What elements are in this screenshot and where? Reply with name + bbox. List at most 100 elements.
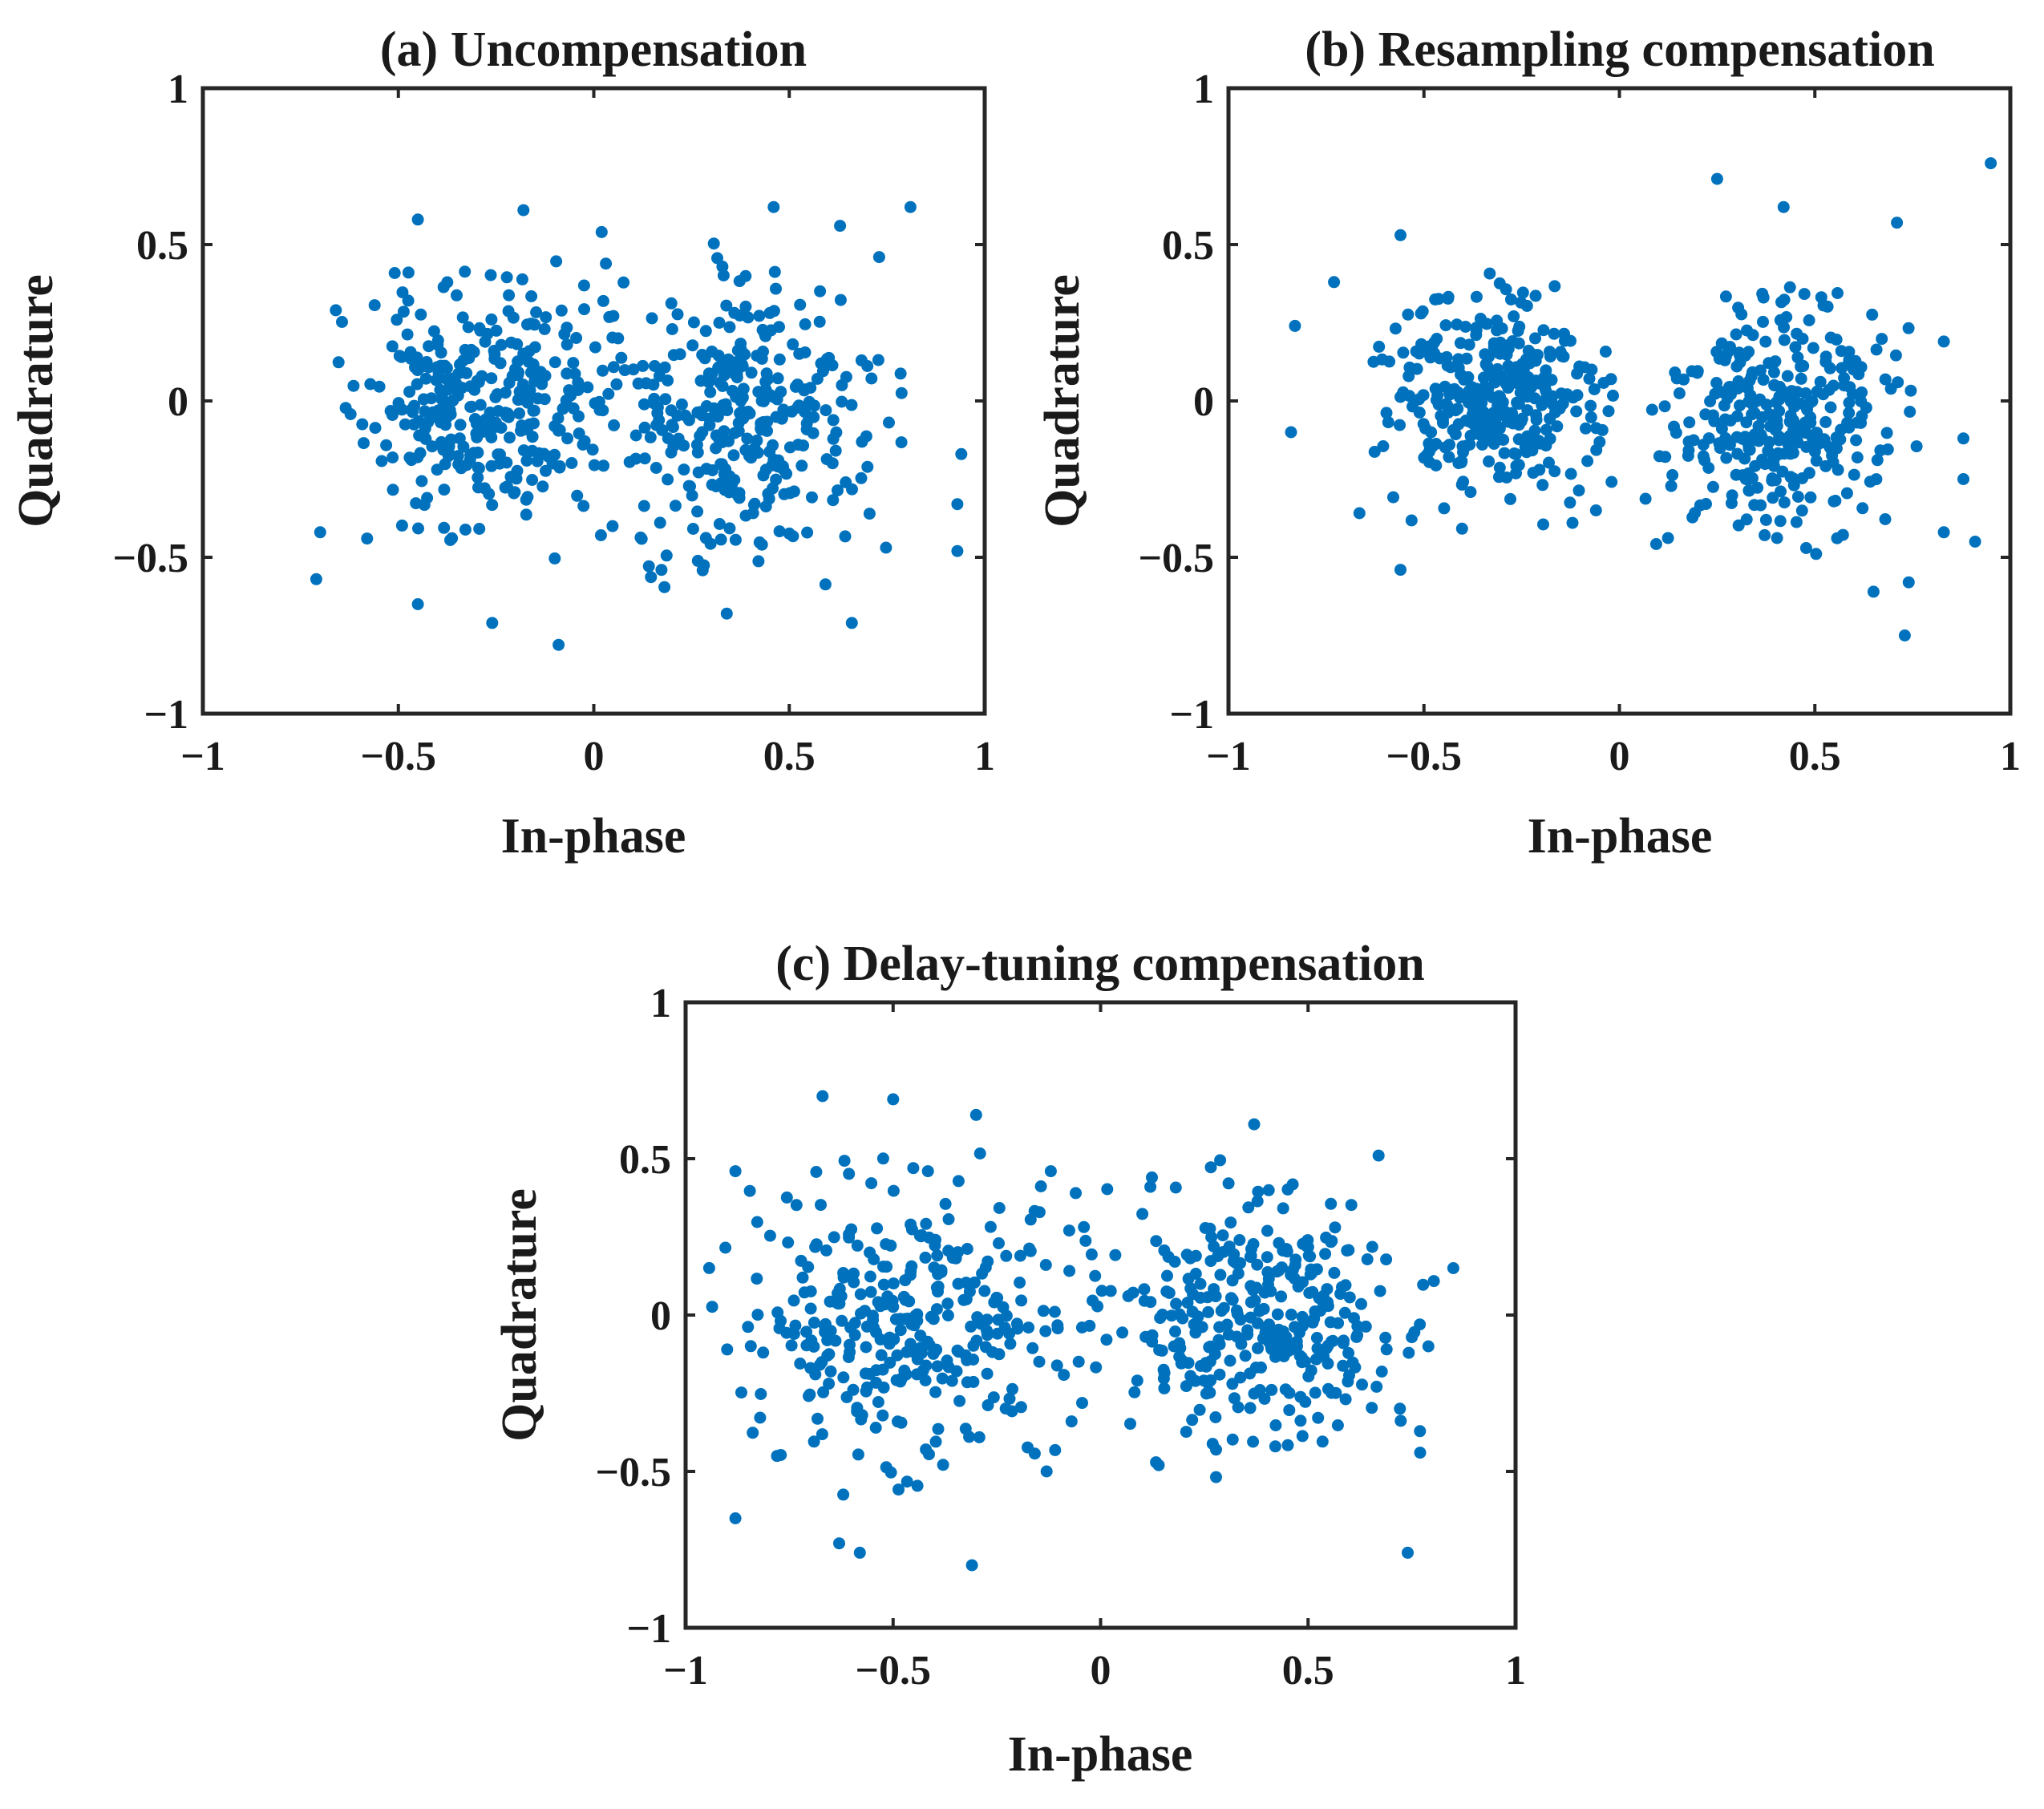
scatter-point: [1232, 1267, 1245, 1280]
scatter-point: [520, 455, 533, 467]
scatter-point: [1570, 405, 1583, 418]
scatter-point: [1879, 373, 1892, 386]
scatter-point: [1022, 1441, 1034, 1454]
scatter-point: [1848, 468, 1860, 481]
scatter-point: [1261, 1251, 1273, 1264]
x-tick-label: −0.5: [360, 734, 436, 779]
scatter-point: [687, 316, 700, 329]
scatter-point: [942, 1244, 955, 1257]
scatter-point: [1000, 1249, 1013, 1262]
scatter-point: [1356, 1378, 1368, 1391]
scatter-point: [1669, 366, 1682, 378]
scatter-point: [1512, 337, 1525, 350]
scatter-point: [1855, 416, 1868, 429]
scatter-point: [743, 1184, 756, 1197]
scatter-point: [1529, 332, 1541, 345]
scatter-point: [1572, 484, 1585, 497]
scatter-point: [1309, 1386, 1322, 1399]
scatter-point: [534, 366, 547, 378]
scatter-point: [310, 573, 322, 585]
scatter-point: [1787, 424, 1799, 437]
scatter-point: [976, 1267, 989, 1280]
scatter-point: [629, 429, 642, 442]
scatter-point: [1235, 1338, 1248, 1350]
scatter-point: [1790, 516, 1803, 528]
scatter-point: [1255, 1361, 1267, 1374]
panel-a: (a) Uncompensation In-phase Quadrature −…: [9, 22, 995, 864]
scatter-point: [1957, 432, 1969, 445]
scatter-points: [310, 200, 968, 651]
scatter-point: [865, 372, 878, 385]
scatter-point: [1188, 1318, 1200, 1331]
scatter-point: [573, 427, 585, 440]
scatter-point: [1100, 1333, 1113, 1346]
scatter-point: [865, 1177, 878, 1190]
scatter-point: [1015, 1294, 1028, 1307]
scatter-point: [1544, 432, 1556, 445]
scatter-point: [508, 486, 521, 499]
scatter-point: [1840, 487, 1853, 500]
scatter-point: [1394, 1414, 1407, 1427]
scatter-point: [1803, 314, 1815, 326]
scatter-point: [524, 418, 536, 431]
scatter-point: [1876, 333, 1888, 346]
scatter-point: [1855, 395, 1868, 407]
scatter-point: [837, 1488, 850, 1501]
scatter-point: [380, 439, 393, 451]
scatter-point: [899, 1293, 912, 1306]
scatter-point: [932, 1285, 944, 1298]
scatter-point: [1247, 1284, 1260, 1297]
scatter-point: [783, 487, 796, 500]
scatter-point: [735, 338, 747, 350]
scatter-point: [770, 282, 782, 295]
scatter-point: [464, 401, 477, 413]
scatter-point: [1128, 1386, 1141, 1398]
scatter-point: [451, 450, 464, 463]
scatter-point: [1487, 428, 1500, 441]
scatter-point: [1201, 1377, 1214, 1390]
scatter-point: [1493, 461, 1506, 474]
scatter-point: [1430, 459, 1443, 471]
axes-frame: [683, 1000, 1518, 1630]
tick-marks: −1 −0.5 0 0.5 1 −1 −0.5 0 0.5 1: [595, 981, 1526, 1694]
scatter-point: [1271, 1308, 1284, 1321]
scatter-point: [1767, 366, 1780, 378]
scatter-point: [1479, 348, 1492, 361]
scatter-point: [1530, 409, 1543, 422]
scatter-point: [384, 405, 397, 417]
scatter-point: [526, 474, 539, 486]
scatter-point: [771, 1450, 783, 1463]
scatter-point: [1719, 350, 1732, 362]
scatter-point: [1296, 1310, 1309, 1323]
scatter-point: [739, 300, 752, 313]
scatter-point: [1200, 1387, 1212, 1400]
scatter-point: [678, 439, 690, 452]
scatter-point: [512, 394, 524, 407]
scatter-point: [770, 473, 783, 486]
y-tick-label: 0.5: [1162, 223, 1214, 269]
scatter-point: [941, 1354, 953, 1367]
scatter-point: [816, 1428, 828, 1441]
scatter-point: [1161, 1269, 1173, 1282]
scatter-point: [1795, 504, 1808, 517]
scatter-point: [971, 1311, 984, 1324]
scatter-point: [1686, 365, 1698, 378]
scatter-point: [1304, 1250, 1317, 1263]
scatter-point: [894, 367, 907, 380]
scatter-point: [1599, 346, 1612, 358]
scatter-point: [1734, 349, 1746, 362]
scatter-point: [877, 1278, 890, 1291]
scatter-point: [861, 360, 874, 372]
scatter-point: [860, 1320, 873, 1333]
scatter-point: [1367, 355, 1380, 368]
scatter-point: [597, 459, 610, 472]
scatter-point: [700, 400, 713, 412]
scatter-point: [1158, 1382, 1171, 1394]
scatter-point: [759, 328, 771, 340]
scatter-point: [1422, 1340, 1435, 1353]
scatter-point: [733, 492, 746, 504]
scatter-point: [1173, 1308, 1186, 1321]
scatter-point: [658, 361, 671, 374]
scatter-point: [834, 293, 847, 306]
scatter-point: [951, 498, 964, 511]
